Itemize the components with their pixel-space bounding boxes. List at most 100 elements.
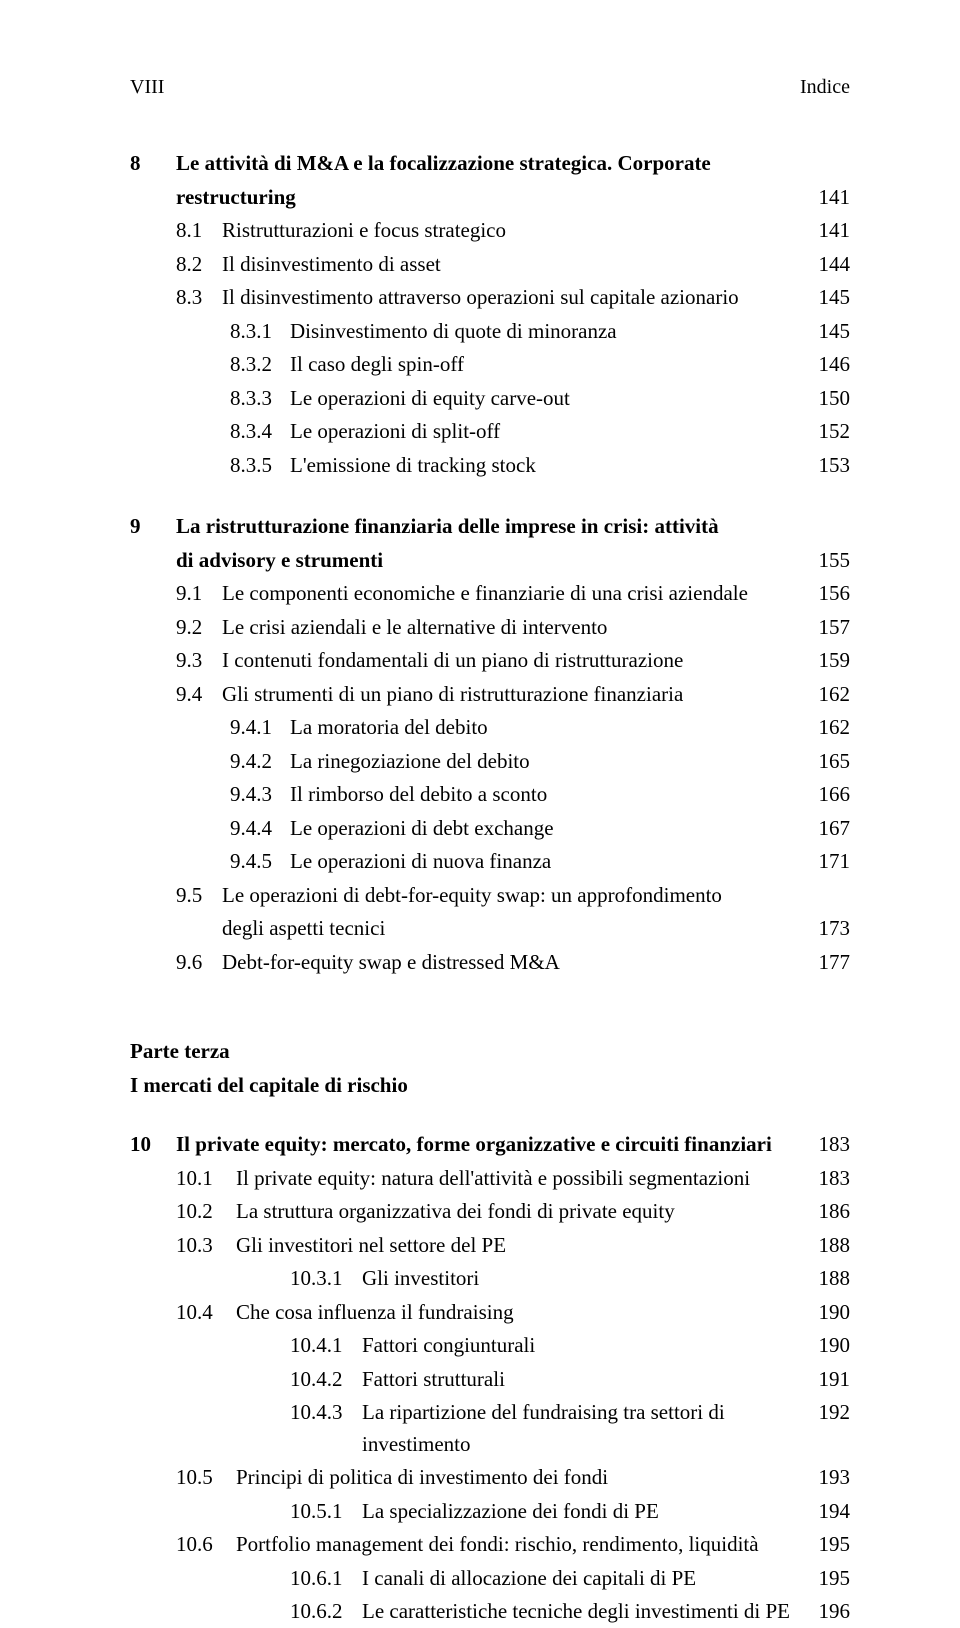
toc-text: La ripartizione del fundraising tra sett… xyxy=(362,1397,810,1460)
toc-text: I canali di allocazione dei capitali di … xyxy=(362,1563,810,1595)
toc-page: 190 xyxy=(810,1297,850,1329)
toc-row: 9.4Gli strumenti di un piano di ristrutt… xyxy=(130,679,850,711)
toc-page: 166 xyxy=(810,779,850,811)
toc-text: Debt-for-equity swap e distressed M&A xyxy=(222,947,810,979)
page-header: VIII Indice xyxy=(130,72,850,102)
chapter-number: 9 xyxy=(130,511,176,543)
toc-number: 10.4 xyxy=(176,1297,236,1329)
toc-text: La struttura organizzativa dei fondi di … xyxy=(236,1196,810,1228)
toc-row: 10.4.3La ripartizione del fundraising tr… xyxy=(130,1397,850,1460)
toc-number: 9.4.3 xyxy=(230,779,290,811)
toc-text: Il rimborso del debito a sconto xyxy=(290,779,810,811)
toc-page: 195 xyxy=(810,1529,850,1561)
toc-number: 10.6.2 xyxy=(290,1596,362,1628)
toc-page: 144 xyxy=(810,249,850,281)
toc-page: 191 xyxy=(810,1364,850,1396)
chapter-page: 141 xyxy=(810,182,850,214)
toc-text: Che cosa influenza il fundraising xyxy=(236,1297,810,1329)
toc-text: La specializzazione dei fondi di PE xyxy=(362,1496,810,1528)
toc-page: 171 xyxy=(810,846,850,878)
toc-page xyxy=(810,880,850,912)
toc-row: 8.1Ristrutturazioni e focus strategico14… xyxy=(130,215,850,247)
toc-text: Le caratteristiche tecniche degli invest… xyxy=(362,1596,810,1628)
toc-row: 9.5Le operazioni di debt-for-equity swap… xyxy=(130,880,850,912)
toc-row: 9.4.4Le operazioni di debt exchange167 xyxy=(130,813,850,845)
toc-text: degli aspetti tecnici xyxy=(222,913,810,945)
toc-text: Il disinvestimento di asset xyxy=(222,249,810,281)
page-number-roman: VIII xyxy=(130,72,164,102)
toc-row: 9.3I contenuti fondamentali di un piano … xyxy=(130,645,850,677)
toc-number: 10.4.2 xyxy=(290,1364,362,1396)
toc-row: 10.6.2Le caratteristiche tecniche degli … xyxy=(130,1596,850,1628)
toc-row: 10.5Principi di politica di investimento… xyxy=(130,1462,850,1494)
toc-row: 9.6Debt-for-equity swap e distressed M&A… xyxy=(130,947,850,979)
toc-number: 8.2 xyxy=(176,249,222,281)
toc-text: La moratoria del debito xyxy=(290,712,810,744)
part-label: Parte terza xyxy=(130,1036,850,1068)
toc-page: 145 xyxy=(810,316,850,348)
toc-page: 188 xyxy=(810,1230,850,1262)
toc-text: Il disinvestimento attraverso operazioni… xyxy=(222,282,810,314)
toc-number: 8.3.3 xyxy=(230,383,290,415)
toc-row: degli aspetti tecnici173 xyxy=(130,913,850,945)
chapter-8-title: 8 Le attività di M&A e la focalizzazione… xyxy=(130,148,850,180)
chapter-title-text: restructuring xyxy=(176,182,810,214)
toc-page: 165 xyxy=(810,746,850,778)
toc-page: 150 xyxy=(810,383,850,415)
toc-row: 9.4.5Le operazioni di nuova finanza171 xyxy=(130,846,850,878)
toc-row: 8.3.1Disinvestimento di quote di minoran… xyxy=(130,316,850,348)
toc-page: 194 xyxy=(810,1496,850,1528)
toc-page: 152 xyxy=(810,416,850,448)
toc-text: Ristrutturazioni e focus strategico xyxy=(222,215,810,247)
chapter-9-title: 9 La ristrutturazione finanziaria delle … xyxy=(130,511,850,543)
toc-number: 10.5.1 xyxy=(290,1496,362,1528)
toc-number: 10.1 xyxy=(176,1163,236,1195)
chapter-page: 155 xyxy=(810,545,850,577)
toc-page: 153 xyxy=(810,450,850,482)
toc-page: 141 xyxy=(810,215,850,247)
toc-number: 10.3 xyxy=(176,1230,236,1262)
toc-text: Il private equity: natura dell'attività … xyxy=(236,1163,810,1195)
toc-number: 8.3.2 xyxy=(230,349,290,381)
toc-number: 9.4.1 xyxy=(230,712,290,744)
toc-text: Le operazioni di debt exchange xyxy=(290,813,810,845)
toc-row: 9.1Le componenti economiche e finanziari… xyxy=(130,578,850,610)
toc-page: 162 xyxy=(810,679,850,711)
chapter-title-text: La ristrutturazione finanziaria delle im… xyxy=(176,511,850,543)
toc-number xyxy=(176,913,222,945)
toc-number: 10.6.1 xyxy=(290,1563,362,1595)
toc-text: Le crisi aziendali e le alternative di i… xyxy=(222,612,810,644)
toc-row: 9.4.1La moratoria del debito162 xyxy=(130,712,850,744)
toc-text: Le operazioni di debt-for-equity swap: u… xyxy=(222,880,810,912)
toc-page: 162 xyxy=(810,712,850,744)
toc-page: 195 xyxy=(810,1563,850,1595)
toc-page: 196 xyxy=(810,1596,850,1628)
toc-number: 9.5 xyxy=(176,880,222,912)
toc-text: La rinegoziazione del debito xyxy=(290,746,810,778)
toc-text: Fattori strutturali xyxy=(362,1364,810,1396)
toc-number: 9.4.2 xyxy=(230,746,290,778)
toc-row: 9.2Le crisi aziendali e le alternative d… xyxy=(130,612,850,644)
toc-row: 10.1Il private equity: natura dell'attiv… xyxy=(130,1163,850,1195)
toc-number: 8.3.4 xyxy=(230,416,290,448)
toc-row: 8.3.2Il caso degli spin-off146 xyxy=(130,349,850,381)
toc-text: L'emissione di tracking stock xyxy=(290,450,810,482)
chapter-number: 8 xyxy=(130,148,176,180)
toc-page: 183 xyxy=(810,1163,850,1195)
toc-row: 8.2Il disinvestimento di asset144 xyxy=(130,249,850,281)
toc-number: 10.4.3 xyxy=(290,1397,362,1460)
toc-number: 9.4.4 xyxy=(230,813,290,845)
toc-text: Gli strumenti di un piano di ristruttura… xyxy=(222,679,810,711)
toc-number: 9.4.5 xyxy=(230,846,290,878)
toc-page: 193 xyxy=(810,1462,850,1494)
toc-text: Portfolio management dei fondi: rischio,… xyxy=(236,1529,810,1561)
toc-number: 8.3.1 xyxy=(230,316,290,348)
toc-row: 8.3Il disinvestimento attraverso operazi… xyxy=(130,282,850,314)
toc-text: Le componenti economiche e finanziarie d… xyxy=(222,578,810,610)
toc-page: 190 xyxy=(810,1330,850,1362)
toc-number: 8.3.5 xyxy=(230,450,290,482)
toc-number: 9.3 xyxy=(176,645,222,677)
toc-number: 8.3 xyxy=(176,282,222,314)
chapter-title-text: Le attività di M&A e la focalizzazione s… xyxy=(176,148,850,180)
header-label: Indice xyxy=(800,72,850,102)
